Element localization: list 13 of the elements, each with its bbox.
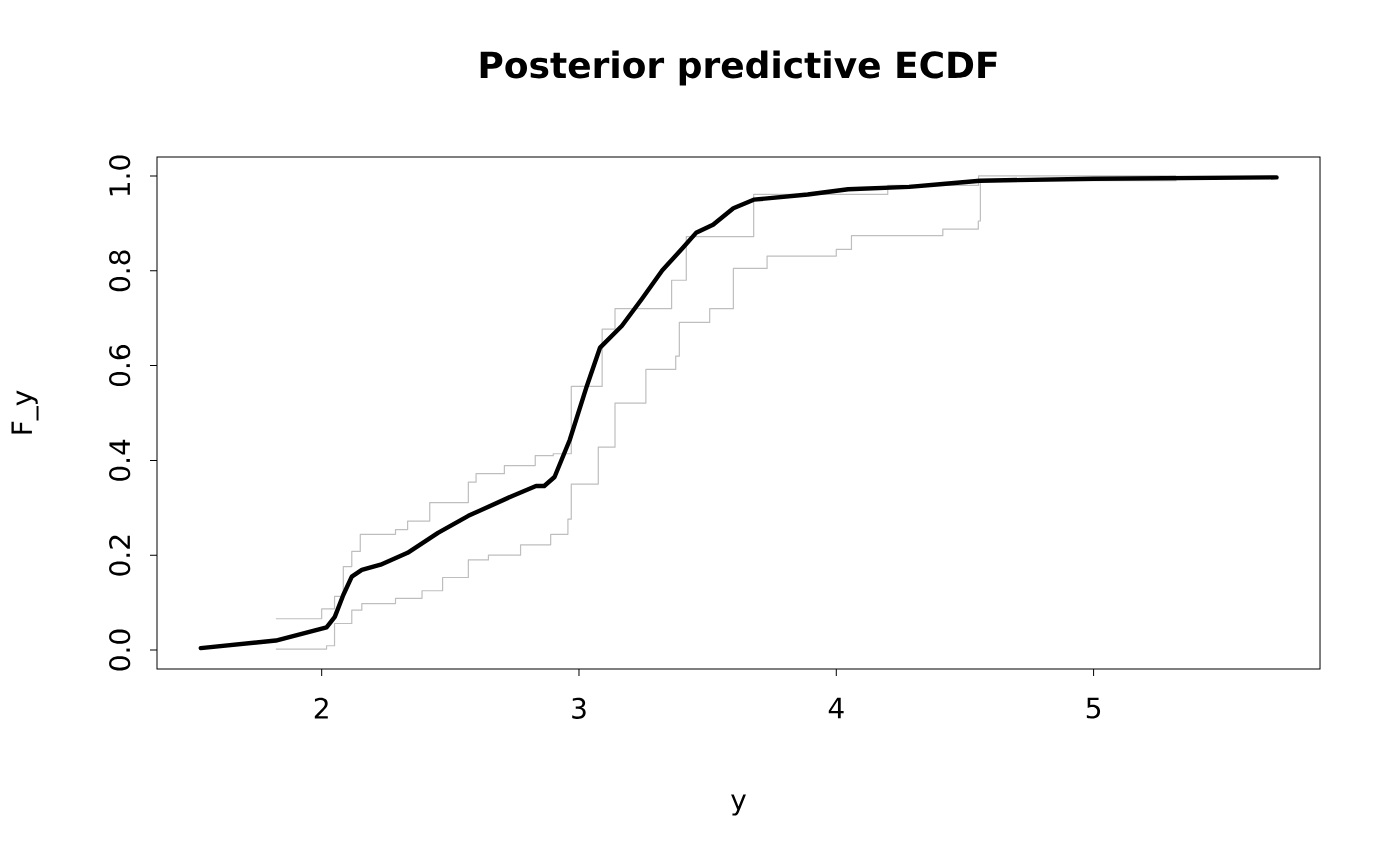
y-tick-label: 0.0 [109,629,131,671]
x-tick-label: 3 [572,697,586,719]
y-axis-title: F_y [11,390,39,434]
y-tick-label: 0.4 [109,439,131,481]
y-tick-label: 1.0 [109,155,131,196]
y-tick-label: 0.6 [109,345,131,386]
x-tick-label: 2 [314,697,328,719]
y-tick-label: 0.2 [109,535,131,576]
chart-title: Posterior predictive ECDF [480,50,997,86]
x-axis-title: y [731,794,746,816]
x-tick-label: 4 [828,697,844,719]
y-tick-label: 0.8 [109,250,131,292]
x-tick-label: 5 [1086,697,1101,719]
